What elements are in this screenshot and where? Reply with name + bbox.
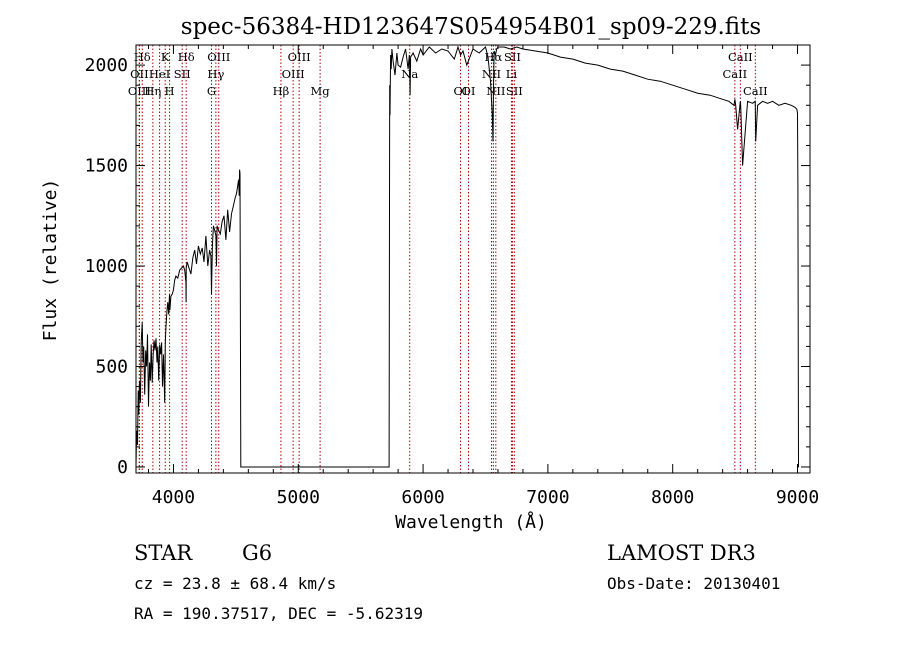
line-label: Hη (144, 84, 161, 98)
plot-frame (135, 44, 811, 474)
x-axis-label: Wavelength (Å) (395, 511, 547, 533)
line-label: CaII (743, 84, 768, 98)
line-label: SII (506, 84, 523, 98)
line-label: Hα (484, 50, 502, 64)
x-tick-label: 9000 (776, 487, 819, 508)
object-class: STAR (134, 541, 193, 565)
y-tick-label: 2000 (85, 55, 128, 76)
x-tick-label: 6000 (401, 487, 444, 508)
line-label: SII (504, 50, 521, 64)
spectral-line-labels: Hδ OII OIII K HeI Hη H Hδ SII OIII Hγ G OIII OIII Hβ Mg… (128, 50, 768, 98)
y-tick-label: 500 (95, 357, 128, 378)
line-label: OIII (128, 84, 151, 98)
line-label: OII (130, 67, 149, 81)
coordinates: RA = 190.37517, DEC = -5.62319 (134, 604, 423, 623)
y-tick-label: 0 (117, 457, 128, 478)
spectrum-line (135, 45, 799, 468)
line-label: OIII (282, 67, 305, 81)
line-label: Hβ (273, 84, 290, 98)
line-label: SII (174, 67, 191, 81)
line-label: OI (462, 84, 476, 98)
x-tick-label: 5000 (277, 487, 320, 508)
chart-title: spec-56384-HD123647S054954B01_sp09-229.f… (181, 14, 761, 40)
object-subclass: G6 (242, 541, 272, 565)
x-tick-label: 4000 (152, 487, 195, 508)
line-label: H (165, 84, 175, 98)
line-label: Li (506, 67, 518, 81)
line-label: NII (482, 67, 501, 81)
line-label: OIII (288, 50, 311, 64)
line-label: CaII (728, 50, 753, 64)
x-axis-ticks: 4000 5000 6000 7000 8000 9000 (147, 45, 819, 508)
line-label: Na (401, 67, 418, 81)
observation-date: Obs-Date: 20130401 (607, 574, 780, 593)
line-label: K (161, 50, 170, 64)
x-tick-label: 7000 (526, 487, 569, 508)
redshift-velocity: cz = 23.8 ± 68.4 km/s (134, 574, 336, 593)
line-label: CaII (722, 67, 747, 81)
y-tick-label: 1500 (85, 156, 128, 177)
line-label: Mg (311, 84, 331, 98)
spectral-line-markers (138, 45, 756, 473)
line-label: OIII (207, 50, 230, 64)
line-label: Hγ (207, 67, 224, 81)
y-tick-label: 1000 (85, 256, 128, 277)
line-label: OI (454, 84, 468, 98)
y-axis-ticks: 0 500 1000 1500 2000 (85, 55, 810, 478)
line-label: Hδ (134, 50, 151, 64)
line-label: HeI (149, 67, 170, 81)
line-label: NII (486, 84, 505, 98)
line-label: Hδ (178, 50, 195, 64)
survey-name: LAMOST DR3 (607, 541, 756, 565)
line-label: G (207, 84, 216, 98)
x-tick-label: 8000 (651, 487, 694, 508)
y-axis-label: Flux (relative) (40, 179, 61, 342)
